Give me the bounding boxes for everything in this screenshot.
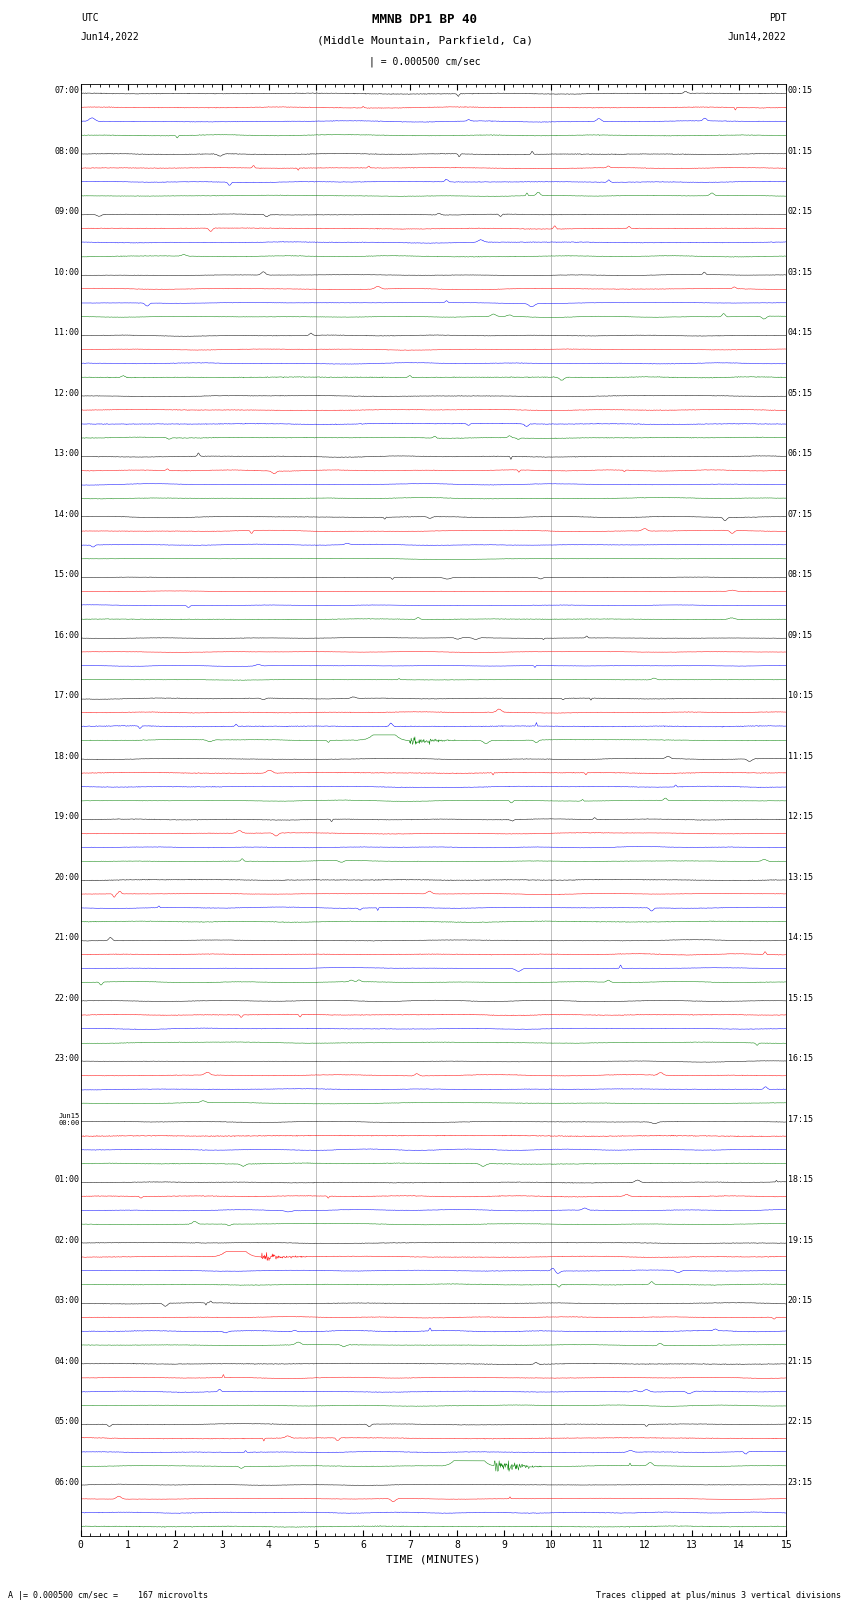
Text: Traces clipped at plus/minus 3 vertical divisions: Traces clipped at plus/minus 3 vertical …: [597, 1590, 842, 1600]
Text: 01:00: 01:00: [54, 1176, 79, 1184]
Text: 18:00: 18:00: [54, 752, 79, 761]
Text: | = 0.000500 cm/sec: | = 0.000500 cm/sec: [369, 56, 481, 68]
Text: 04:00: 04:00: [54, 1357, 79, 1366]
Text: UTC: UTC: [81, 13, 99, 23]
Text: 18:15: 18:15: [788, 1176, 813, 1184]
Text: 19:00: 19:00: [54, 813, 79, 821]
Text: 02:00: 02:00: [54, 1236, 79, 1245]
Text: 10:15: 10:15: [788, 692, 813, 700]
Text: 12:00: 12:00: [54, 389, 79, 398]
Text: MMNB DP1 BP 40: MMNB DP1 BP 40: [372, 13, 478, 26]
Text: 02:15: 02:15: [788, 208, 813, 216]
Text: 04:15: 04:15: [788, 329, 813, 337]
Text: 13:00: 13:00: [54, 450, 79, 458]
Text: 15:00: 15:00: [54, 571, 79, 579]
Text: 10:00: 10:00: [54, 268, 79, 277]
Text: 23:00: 23:00: [54, 1055, 79, 1063]
Text: 19:15: 19:15: [788, 1236, 813, 1245]
Text: 05:15: 05:15: [788, 389, 813, 398]
Text: 08:15: 08:15: [788, 571, 813, 579]
Text: 03:00: 03:00: [54, 1297, 79, 1305]
Text: 08:00: 08:00: [54, 147, 79, 156]
Text: 16:00: 16:00: [54, 631, 79, 640]
Text: 14:00: 14:00: [54, 510, 79, 519]
Text: 06:15: 06:15: [788, 450, 813, 458]
Text: 14:15: 14:15: [788, 934, 813, 942]
Text: 22:15: 22:15: [788, 1418, 813, 1426]
Text: 17:15: 17:15: [788, 1115, 813, 1124]
Text: 07:00: 07:00: [54, 87, 79, 95]
Text: 20:00: 20:00: [54, 873, 79, 882]
Text: 05:00: 05:00: [54, 1418, 79, 1426]
X-axis label: TIME (MINUTES): TIME (MINUTES): [386, 1555, 481, 1565]
Text: 20:15: 20:15: [788, 1297, 813, 1305]
Text: Jun14,2022: Jun14,2022: [81, 32, 139, 42]
Text: 11:15: 11:15: [788, 752, 813, 761]
Text: 15:15: 15:15: [788, 994, 813, 1003]
Text: 07:15: 07:15: [788, 510, 813, 519]
Text: 16:15: 16:15: [788, 1055, 813, 1063]
Text: 09:00: 09:00: [54, 208, 79, 216]
Text: 23:15: 23:15: [788, 1478, 813, 1487]
Text: 09:15: 09:15: [788, 631, 813, 640]
Text: 17:00: 17:00: [54, 692, 79, 700]
Text: Jun15
00:00: Jun15 00:00: [58, 1113, 79, 1126]
Text: 12:15: 12:15: [788, 813, 813, 821]
Text: 01:15: 01:15: [788, 147, 813, 156]
Text: A |= 0.000500 cm/sec =    167 microvolts: A |= 0.000500 cm/sec = 167 microvolts: [8, 1590, 208, 1600]
Text: 03:15: 03:15: [788, 268, 813, 277]
Text: 22:00: 22:00: [54, 994, 79, 1003]
Text: (Middle Mountain, Parkfield, Ca): (Middle Mountain, Parkfield, Ca): [317, 35, 533, 45]
Text: 06:00: 06:00: [54, 1478, 79, 1487]
Text: 11:00: 11:00: [54, 329, 79, 337]
Text: 13:15: 13:15: [788, 873, 813, 882]
Text: 00:15: 00:15: [788, 87, 813, 95]
Text: 21:15: 21:15: [788, 1357, 813, 1366]
Text: 21:00: 21:00: [54, 934, 79, 942]
Text: PDT: PDT: [768, 13, 786, 23]
Text: Jun14,2022: Jun14,2022: [728, 32, 786, 42]
